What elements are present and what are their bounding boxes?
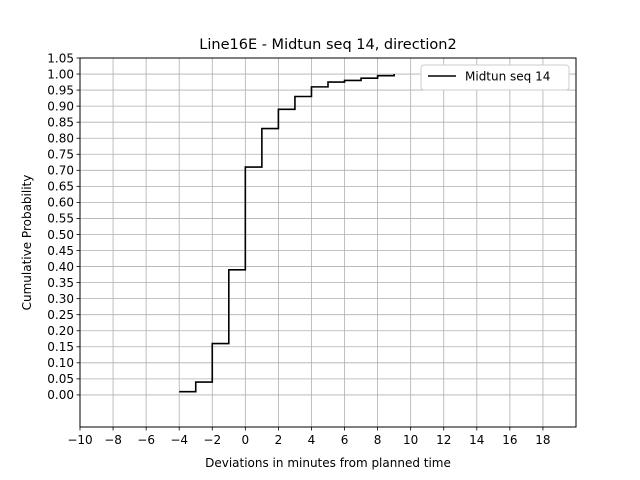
x-tick-label: 16	[502, 433, 517, 447]
x-tick-label: 10	[403, 433, 418, 447]
y-tick-label: 0.20	[47, 324, 74, 338]
y-tick-label: 0.15	[47, 340, 74, 354]
x-tick-label: −10	[67, 433, 92, 447]
y-tick-label: 0.30	[47, 292, 74, 306]
series-step-line	[179, 74, 395, 393]
y-tick-label: 0.60	[47, 196, 74, 210]
x-tick-label: −4	[170, 433, 188, 447]
y-tick-label: 0.65	[47, 180, 74, 194]
y-tick-label: 0.40	[47, 260, 74, 274]
y-tick-label: 0.50	[47, 228, 74, 242]
y-tick-label: 0.95	[47, 83, 74, 97]
x-tick-label: −2	[203, 433, 221, 447]
y-tick-label: 0.80	[47, 132, 74, 146]
x-axis-label: Deviations in minutes from planned time	[205, 456, 451, 470]
x-tick-label: 18	[535, 433, 550, 447]
y-tick-label: 0.75	[47, 148, 74, 162]
y-tick-label: 0.55	[47, 212, 74, 226]
y-tick-label: 0.35	[47, 276, 74, 290]
y-tick-label: 0.70	[47, 164, 74, 178]
x-tick-label: −6	[137, 433, 155, 447]
ticks: −10 −8 −6 −4 −2 0 2 4 6 8 10 12 14 16 18 0.00 0.05 0.10 0.…	[47, 51, 550, 447]
x-tick-label: 2	[275, 433, 283, 447]
x-tick-label: 8	[374, 433, 382, 447]
x-tick-label: 12	[436, 433, 451, 447]
y-tick-label: 0.90	[47, 99, 74, 113]
y-tick-label: 1.05	[47, 51, 74, 65]
y-tick-label: 0.00	[47, 388, 74, 402]
legend: Midtun seq 14	[420, 64, 570, 91]
y-tick-label: 0.45	[47, 244, 74, 258]
x-tick-label: 6	[341, 433, 349, 447]
y-tick-label: 0.05	[47, 372, 74, 386]
chart-title: Line16E - Midtun seq 14, direction2	[199, 37, 456, 53]
plot-frame	[79, 57, 577, 428]
x-tick-label: 14	[469, 433, 484, 447]
x-tick-label: −8	[104, 433, 122, 447]
y-tick-label: 0.85	[47, 115, 74, 129]
x-tick-label: 4	[308, 433, 316, 447]
y-tick-label: 1.00	[47, 67, 74, 81]
y-tick-label: 0.10	[47, 356, 74, 370]
plot-lines	[179, 74, 395, 393]
y-tick-label: 0.25	[47, 308, 74, 322]
legend-label: Midtun seq 14	[465, 70, 550, 84]
x-tick-label: 0	[242, 433, 250, 447]
y-axis-label: Cumulative Probability	[20, 175, 34, 311]
legend-box	[420, 64, 570, 91]
